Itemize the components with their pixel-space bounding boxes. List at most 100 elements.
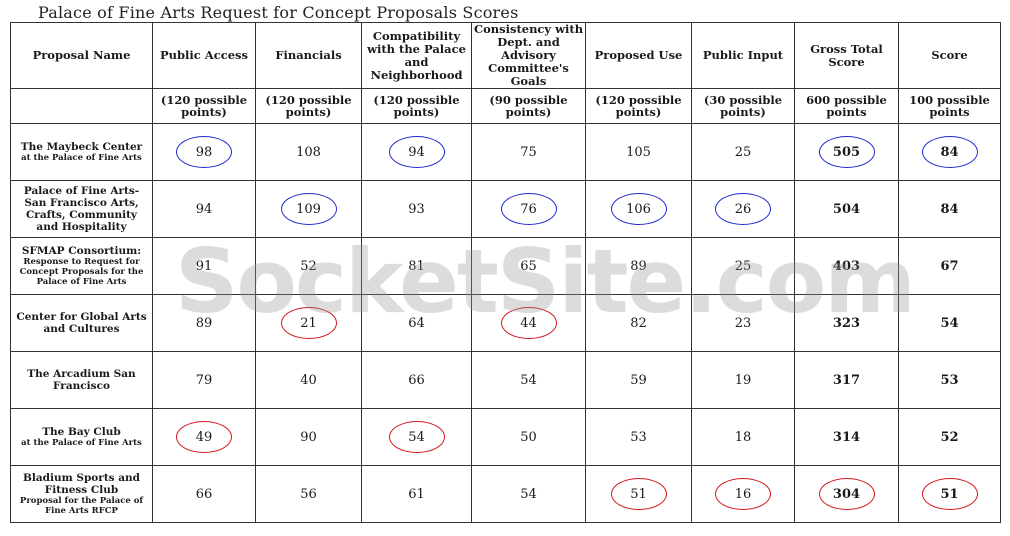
score-value: 52	[300, 258, 317, 274]
score-value: 66	[195, 486, 213, 502]
score-cell: 317	[794, 351, 899, 409]
score-value: 53	[940, 372, 959, 388]
score-cell: 93	[361, 180, 472, 238]
proposal-name: Palace of Fine Arts-San Francisco Arts, …	[23, 185, 140, 233]
proposal-name-cell: Palace of Fine Arts-San Francisco Arts, …	[10, 180, 153, 238]
score-value: 64	[408, 315, 425, 331]
score-cell: 84	[898, 123, 1001, 181]
score-value: 66	[408, 372, 425, 388]
score-cell: 504	[794, 180, 899, 238]
score-value: 317	[832, 372, 861, 388]
score-value: 403	[832, 258, 861, 274]
points-cell: (30 possible points)	[691, 88, 795, 124]
score-cell: 106	[585, 180, 692, 238]
points-cell: (120 possible points)	[255, 88, 362, 124]
score-value: 16	[734, 486, 752, 502]
proposal-name: The Maybeck Center	[20, 141, 143, 153]
points-row: (120 possible points) (120 possible poin…	[10, 88, 1001, 124]
score-value: 93	[408, 201, 425, 217]
score-value: 82	[630, 315, 647, 331]
table-row: The Arcadium San Francisco 79 40 66 54 59 19 31…	[10, 351, 1001, 409]
score-cell: 304	[794, 465, 899, 523]
score-cell: 89	[585, 237, 692, 295]
scores-table: Proposal Name Public Access Financials C…	[10, 22, 1001, 523]
score-cell: 40	[255, 351, 362, 409]
score-value: 54	[408, 429, 425, 445]
column-header: Consistency with Dept. and Advisory Comm…	[471, 22, 586, 89]
score-cell: 94	[152, 180, 256, 238]
column-header: Proposed Use	[585, 22, 692, 89]
score-cell: 56	[255, 465, 362, 523]
proposal-subtitle: Proposal for the Palace of Fine Arts RFC…	[19, 496, 144, 516]
score-cell: 505	[794, 123, 899, 181]
score-cell: 89	[152, 294, 256, 352]
proposal-name: The Bay Club	[42, 426, 121, 438]
score-value: 94	[408, 144, 425, 160]
score-value: 504	[832, 201, 861, 217]
score-cell: 25	[691, 237, 795, 295]
score-cell: 52	[898, 408, 1001, 466]
score-cell: 91	[152, 237, 256, 295]
score-cell: 79	[152, 351, 256, 409]
points-cell: (120 possible points)	[152, 88, 256, 124]
score-value: 49	[195, 429, 213, 445]
score-cell: 403	[794, 237, 899, 295]
score-cell: 314	[794, 408, 899, 466]
score-value: 44	[520, 315, 537, 331]
score-cell: 82	[585, 294, 692, 352]
table-row: The Maybeck Center at the Palace of Fine …	[10, 123, 1001, 181]
score-cell: 52	[255, 237, 362, 295]
points-cell: (120 possible points)	[585, 88, 692, 124]
score-cell: 54	[898, 294, 1001, 352]
points-cell: 100 possible points	[898, 88, 1001, 124]
score-cell: 64	[361, 294, 472, 352]
column-header: Proposal Name	[10, 22, 153, 89]
score-value: 91	[195, 258, 213, 274]
points-cell: 600 possible points	[794, 88, 899, 124]
score-cell: 323	[794, 294, 899, 352]
score-cell: 23	[691, 294, 795, 352]
score-value: 25	[734, 144, 752, 160]
score-value: 23	[734, 315, 752, 331]
score-value: 84	[940, 144, 959, 160]
proposal-name-cell: SFMAP Consortium: Response to Request for…	[10, 237, 153, 295]
score-value: 81	[408, 258, 425, 274]
score-cell: 90	[255, 408, 362, 466]
score-cell: 54	[471, 465, 586, 523]
proposal-name-cell: Bladium Sports and Fitness Club Proposal …	[10, 465, 153, 523]
score-value: 19	[734, 372, 752, 388]
score-value: 89	[195, 315, 213, 331]
score-value: 40	[300, 372, 317, 388]
score-value: 61	[408, 486, 425, 502]
score-value: 79	[195, 372, 213, 388]
column-header: Gross Total Score	[794, 22, 899, 89]
score-value: 26	[734, 201, 752, 217]
score-value: 76	[520, 201, 537, 217]
proposal-name: SFMAP Consortium:	[21, 245, 142, 257]
score-cell: 19	[691, 351, 795, 409]
score-value: 304	[832, 486, 861, 502]
table-row: Palace of Fine Arts-San Francisco Arts, …	[10, 180, 1001, 238]
proposal-name-cell: Center for Global Arts and Cultures	[10, 294, 153, 352]
proposal-name: The Arcadium San Francisco	[27, 368, 136, 392]
score-cell: 66	[152, 465, 256, 523]
score-cell: 51	[585, 465, 692, 523]
score-value: 90	[300, 429, 317, 445]
points-cell: (90 possible points)	[471, 88, 586, 124]
proposal-name-cell: The Maybeck Center at the Palace of Fine …	[10, 123, 153, 181]
score-cell: 50	[471, 408, 586, 466]
score-cell: 26	[691, 180, 795, 238]
score-value: 54	[520, 486, 537, 502]
score-value: 67	[940, 258, 959, 274]
proposal-name: Center for Global Arts and Cultures	[16, 311, 147, 335]
score-value: 65	[520, 258, 537, 274]
column-header: Public Input	[691, 22, 795, 89]
score-value: 51	[940, 486, 959, 502]
score-cell: 49	[152, 408, 256, 466]
score-value: 54	[940, 315, 959, 331]
score-value: 109	[296, 201, 321, 217]
score-value: 505	[832, 144, 861, 160]
score-value: 56	[300, 486, 317, 502]
proposal-name-cell: The Bay Club at the Palace of Fine Arts	[10, 408, 153, 466]
score-value: 314	[832, 429, 861, 445]
